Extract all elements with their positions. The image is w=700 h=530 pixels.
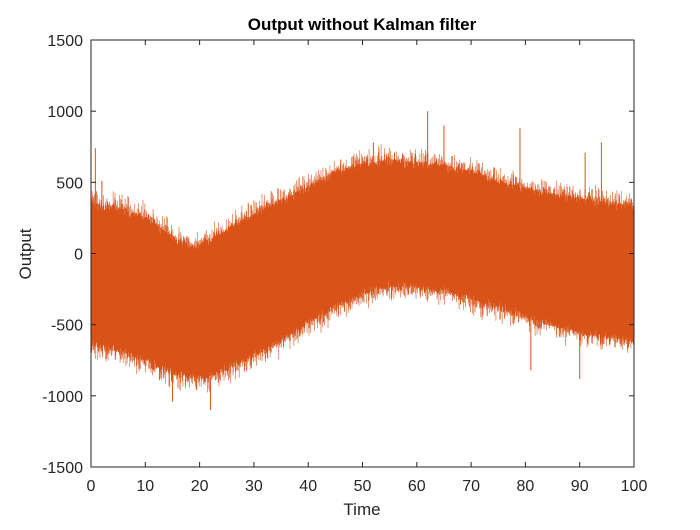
x-tick-label: 100 bbox=[621, 478, 648, 495]
x-axis-label: Time bbox=[343, 500, 380, 519]
chart-title: Output without Kalman filter bbox=[248, 15, 477, 34]
x-tick-label: 60 bbox=[408, 478, 426, 495]
signal-layer bbox=[91, 111, 634, 411]
x-tick-label: 80 bbox=[517, 478, 535, 495]
y-tick-label: -1000 bbox=[42, 389, 83, 406]
y-tick-label: -1500 bbox=[42, 460, 83, 477]
x-tick-label: 10 bbox=[136, 478, 154, 495]
x-tick-label: 0 bbox=[87, 478, 96, 495]
signal-series bbox=[91, 111, 634, 411]
x-tick-label: 40 bbox=[299, 478, 317, 495]
y-axis-label: Output bbox=[16, 228, 35, 279]
y-tick-label: -500 bbox=[51, 318, 83, 335]
y-tick-label: 1500 bbox=[47, 33, 83, 50]
x-tick-label: 70 bbox=[462, 478, 480, 495]
y-tick-label: 0 bbox=[74, 247, 83, 264]
y-axis-ticks: -1500 -1000 -500 0 500 1000 1500 bbox=[42, 33, 634, 477]
signal-noise bbox=[91, 144, 634, 393]
x-tick-label: 50 bbox=[354, 478, 372, 495]
x-tick-label: 30 bbox=[245, 478, 263, 495]
y-tick-label: 1000 bbox=[47, 104, 83, 121]
x-tick-label: 20 bbox=[191, 478, 209, 495]
x-tick-label: 90 bbox=[571, 478, 589, 495]
y-tick-label: 500 bbox=[56, 175, 83, 192]
x-axis-ticks: 0 10 20 30 40 50 60 70 80 90 100 bbox=[87, 40, 648, 495]
